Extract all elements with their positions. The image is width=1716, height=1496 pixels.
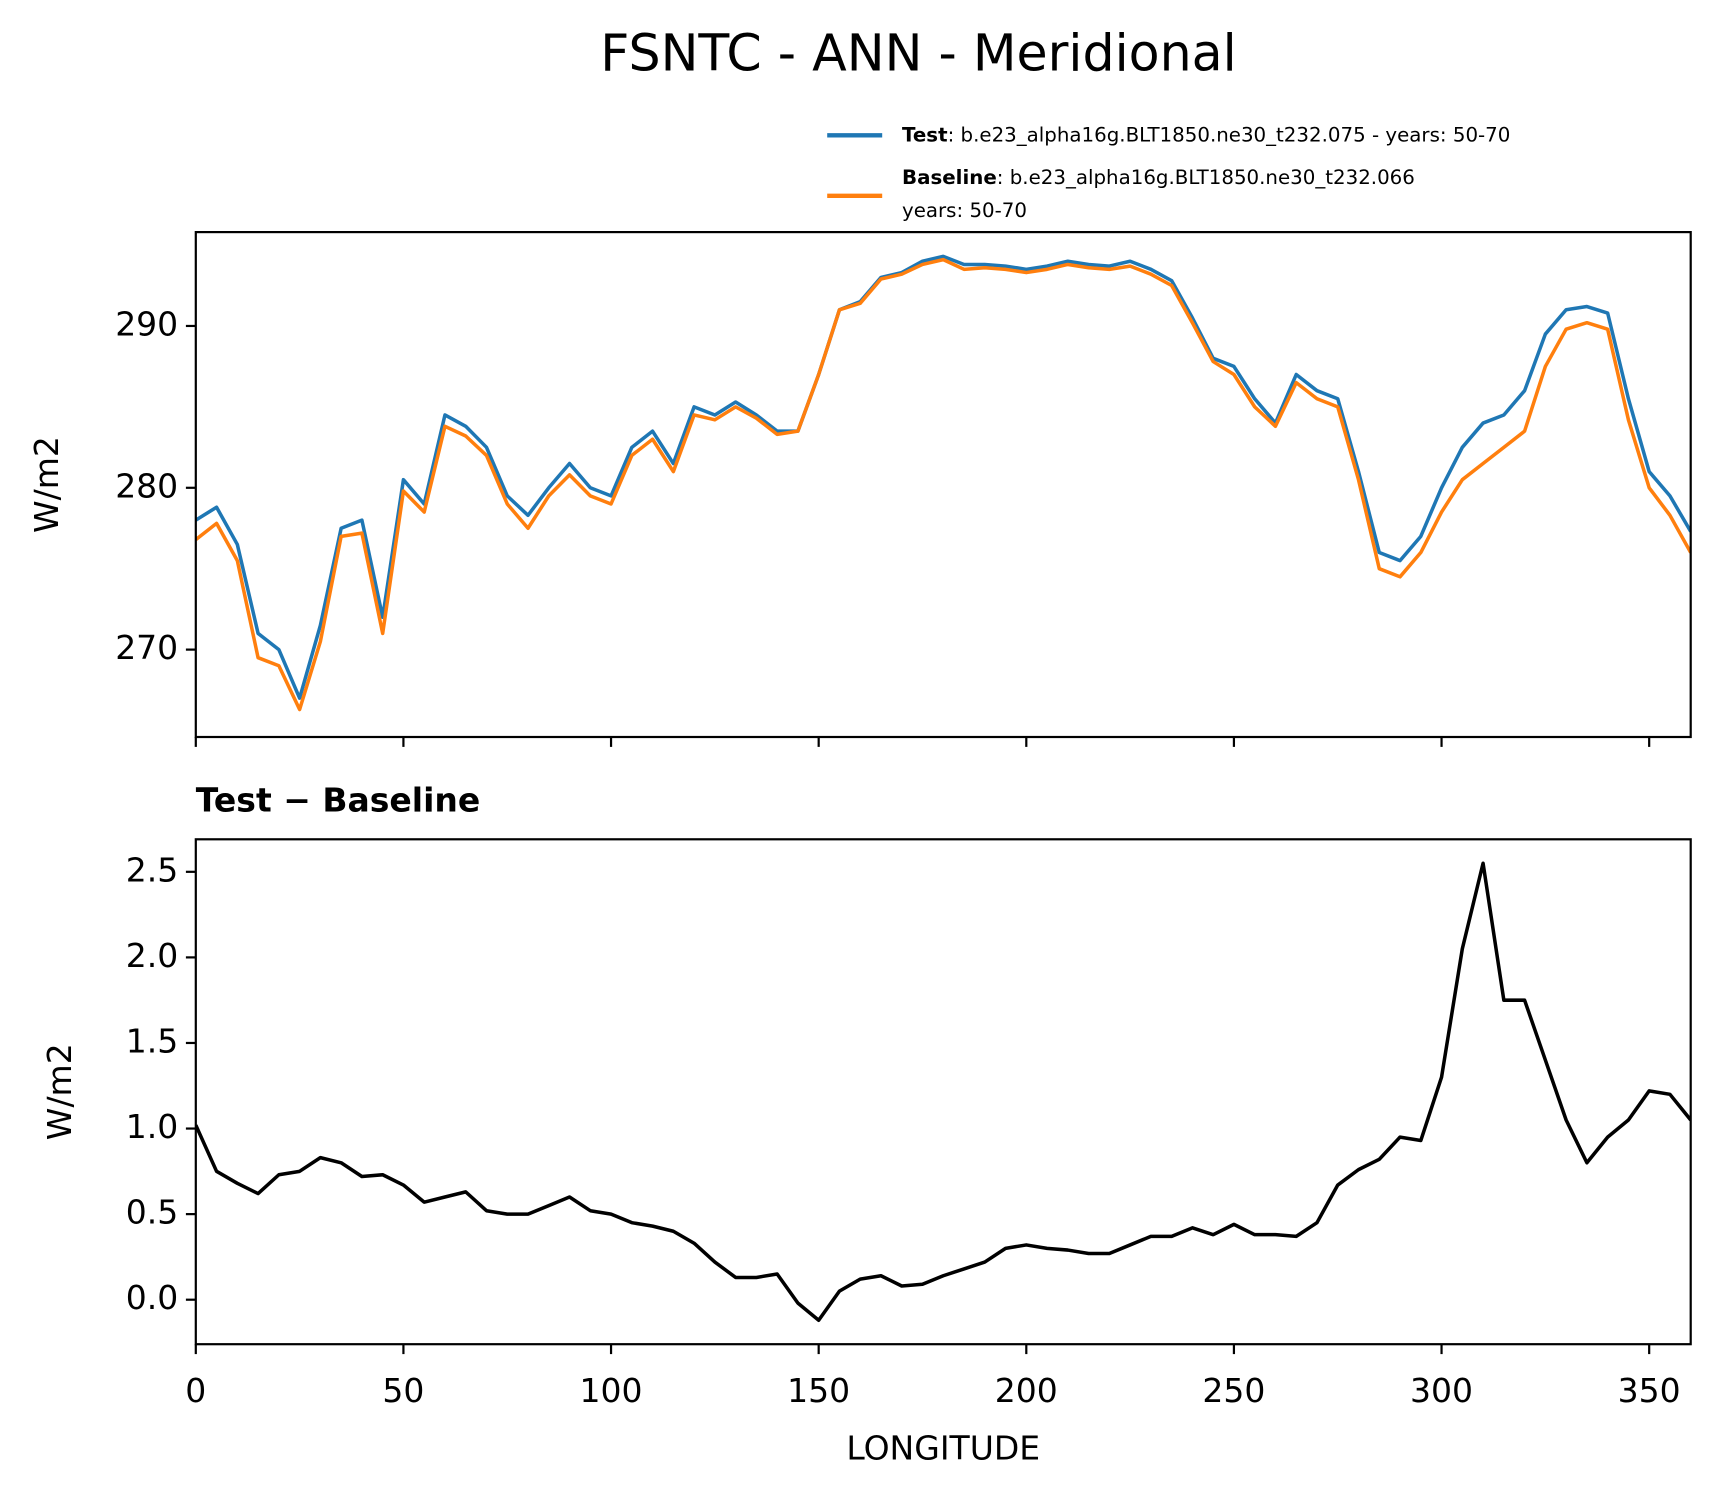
y-tick-label: 0.0 [126, 1278, 178, 1317]
y-tick-label: 2.5 [126, 850, 178, 889]
x-axis-label: LONGITUDE [846, 1428, 1040, 1467]
y-tick-label: 1.0 [126, 1107, 178, 1146]
x-tick-label: 300 [1410, 1371, 1473, 1410]
x-tick-label: 50 [382, 1371, 424, 1410]
y-tick-label: 280 [115, 466, 178, 505]
plot-area [195, 254, 1691, 712]
y-tick-label: 270 [115, 628, 178, 667]
chart-title: FSNTC - ANN - Meridional [600, 24, 1236, 83]
y-axis-label: W/m2 [27, 436, 66, 533]
y-axis-label: W/m2 [40, 1043, 79, 1140]
legend-name: Baseline [902, 166, 997, 189]
series-line [195, 254, 1691, 700]
legend-description: : b.e23_alpha16g.BLT1850.ne30_t232.066 [997, 166, 1415, 189]
x-tick-label: 200 [995, 1371, 1058, 1410]
x-tick-label: 0 [185, 1371, 206, 1410]
x-tick-label: 150 [787, 1371, 850, 1410]
series-line [195, 861, 1691, 1323]
legend-description: : b.e23_alpha16g.BLT1850.ne30_t232.075 -… [948, 123, 1511, 146]
axes-frame [194, 838, 1692, 1346]
x-tick-label: 250 [1202, 1371, 1265, 1410]
series-line [195, 257, 1691, 712]
y-tick-label: 0.5 [126, 1193, 178, 1232]
y-tick-label: 1.5 [126, 1021, 178, 1060]
plot-area [195, 861, 1691, 1323]
legend-name: Test [902, 123, 948, 146]
y-tick-label: 290 [115, 304, 178, 343]
x-tick-label: 350 [1618, 1371, 1681, 1410]
x-tick-label: 100 [580, 1371, 643, 1410]
axes-frame [194, 231, 1692, 739]
y-tick-label: 2.0 [126, 936, 178, 975]
subplot-title: Test − Baseline [196, 780, 481, 819]
legend-label: Baseline: b.e23_alpha16g.BLT1850.ne30_t2… [902, 166, 1415, 222]
legend-description: years: 50-70 [902, 199, 1027, 222]
legend-label: Test: b.e23_alpha16g.BLT1850.ne30_t232.0… [902, 123, 1510, 146]
